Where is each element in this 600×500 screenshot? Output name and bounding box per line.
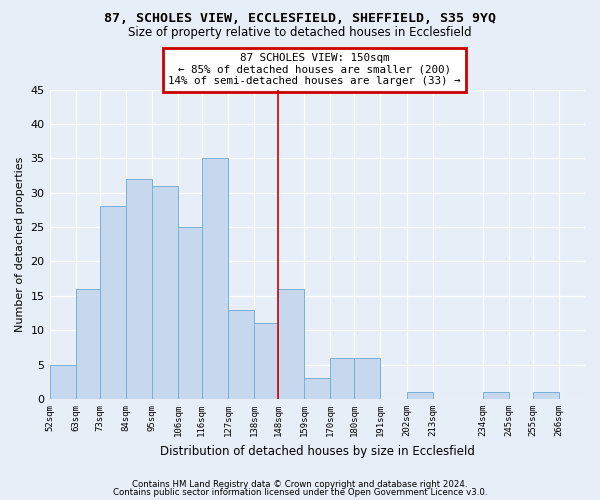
Bar bbox=[304, 378, 331, 399]
Bar bbox=[482, 392, 509, 399]
Y-axis label: Number of detached properties: Number of detached properties bbox=[15, 156, 25, 332]
Bar bbox=[254, 324, 278, 399]
Bar bbox=[228, 310, 254, 399]
Bar bbox=[100, 206, 125, 399]
Bar bbox=[125, 179, 152, 399]
Text: Contains public sector information licensed under the Open Government Licence v3: Contains public sector information licen… bbox=[113, 488, 487, 497]
Bar bbox=[407, 392, 433, 399]
Bar bbox=[278, 289, 304, 399]
Bar bbox=[354, 358, 380, 399]
Bar bbox=[50, 364, 76, 399]
Bar bbox=[533, 392, 559, 399]
Bar bbox=[152, 186, 178, 399]
Text: 87, SCHOLES VIEW, ECCLESFIELD, SHEFFIELD, S35 9YQ: 87, SCHOLES VIEW, ECCLESFIELD, SHEFFIELD… bbox=[104, 12, 496, 24]
X-axis label: Distribution of detached houses by size in Ecclesfield: Distribution of detached houses by size … bbox=[160, 444, 475, 458]
Bar bbox=[331, 358, 354, 399]
Text: Contains HM Land Registry data © Crown copyright and database right 2024.: Contains HM Land Registry data © Crown c… bbox=[132, 480, 468, 489]
Bar bbox=[202, 158, 228, 399]
Text: 87 SCHOLES VIEW: 150sqm
← 85% of detached houses are smaller (200)
14% of semi-d: 87 SCHOLES VIEW: 150sqm ← 85% of detache… bbox=[169, 54, 461, 86]
Bar bbox=[178, 227, 202, 399]
Text: Size of property relative to detached houses in Ecclesfield: Size of property relative to detached ho… bbox=[128, 26, 472, 39]
Bar bbox=[76, 289, 100, 399]
